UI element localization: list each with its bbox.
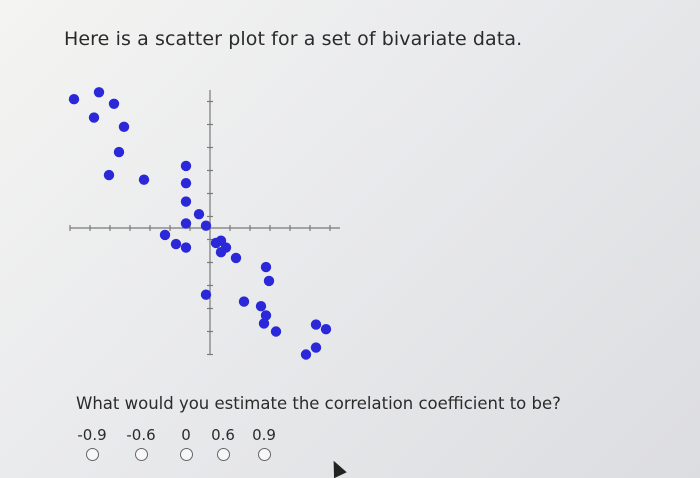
choice-label: 0.6 (211, 426, 235, 444)
scatter-point (260, 310, 272, 321)
scatter-point (260, 261, 272, 273)
radio-button[interactable] (257, 448, 271, 461)
scatter-point (159, 229, 171, 241)
scatter-point (193, 209, 205, 220)
scatter-point (118, 121, 130, 132)
scatter-point (310, 342, 322, 353)
scatter-point (180, 218, 192, 229)
scatter-point (230, 252, 242, 264)
scatter-point (138, 174, 150, 185)
scatter-point (215, 246, 227, 258)
scatter-point (103, 169, 115, 181)
choice-label: 0 (181, 426, 191, 444)
scatter-point (170, 238, 182, 250)
scatter-point (270, 326, 282, 337)
choice-0-9[interactable]: 0.9 (246, 426, 282, 461)
scatter-point (88, 112, 100, 123)
scatter-point (320, 324, 332, 335)
scatter-point (300, 349, 312, 360)
prompt-title: Here is a scatter plot for a set of biva… (64, 28, 523, 50)
scatter-point (180, 160, 192, 172)
scatter-point (68, 94, 80, 105)
radio-button[interactable] (179, 448, 193, 461)
choice-neg-0-6[interactable]: -0.6 (123, 426, 159, 461)
scatter-point (255, 301, 267, 312)
choice-0-6[interactable]: 0.6 (205, 426, 241, 461)
choice-neg-0-9[interactable]: -0.9 (74, 426, 110, 461)
choice-label: 0.9 (252, 426, 276, 444)
choice-label: -0.9 (77, 426, 107, 444)
scatter-point (93, 87, 105, 98)
question-text: What would you estimate the correlation … (76, 394, 561, 413)
answer-choices: -0.9 -0.6 0 0.6 0.9 (77, 426, 302, 470)
scatter-point (180, 196, 192, 207)
scatter-point (113, 146, 125, 158)
radio-button[interactable] (216, 448, 230, 461)
choice-label: -0.6 (126, 426, 156, 444)
scatter-points (68, 87, 332, 360)
scatter-point (263, 275, 275, 287)
scatter-point (200, 289, 212, 300)
scatter-point (310, 319, 322, 330)
scatter-point (200, 220, 212, 231)
radio-button[interactable] (134, 448, 148, 461)
scatter-point (258, 318, 270, 329)
radio-button[interactable] (85, 448, 99, 461)
scatter-point (108, 98, 120, 110)
scatter-point (238, 296, 250, 307)
scatter-point (180, 242, 192, 253)
choice-0[interactable]: 0 (168, 426, 204, 461)
scatter-point (180, 177, 192, 189)
